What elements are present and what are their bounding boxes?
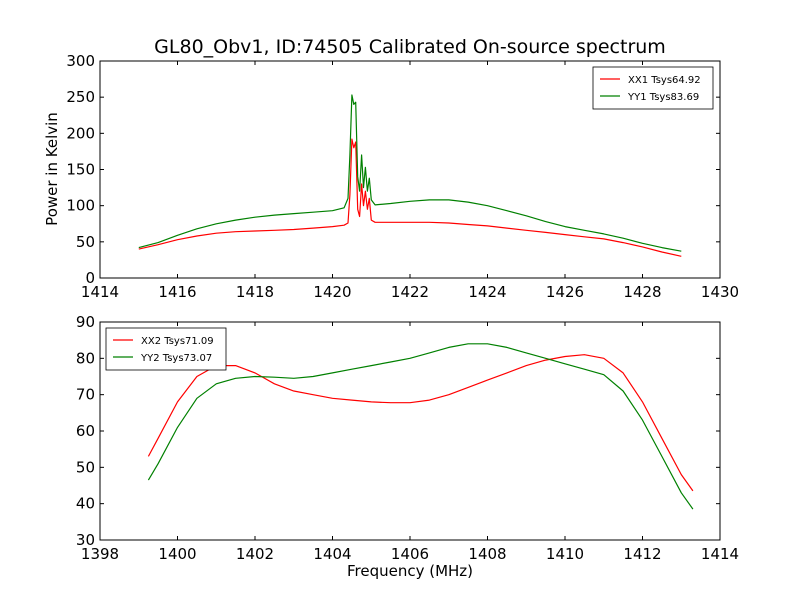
y-tick-label: 0 (85, 269, 95, 287)
y-axis-label: Power in Kelvin (43, 112, 61, 226)
x-axis-label: Frequency (MHz) (347, 562, 473, 580)
y-tick-label: 30 (76, 531, 95, 549)
x-tick-label: 1430 (701, 283, 739, 301)
x-tick-label: 1426 (546, 283, 584, 301)
y-tick-label: 50 (76, 233, 95, 251)
y-tick-label: 60 (76, 422, 95, 440)
x-tick-label: 1406 (391, 545, 429, 563)
x-tick-label: 1428 (623, 283, 661, 301)
y-tick-label: 90 (76, 313, 95, 331)
legend-label: XX1 Tsys64.92 (628, 75, 701, 86)
series-line-2 (138, 94, 682, 252)
x-tick-label: 1402 (236, 545, 274, 563)
x-tick-label: 1416 (158, 283, 196, 301)
y-tick-label: 300 (66, 52, 95, 70)
x-tick-label: 1414 (701, 545, 739, 563)
series-line-2 (147, 343, 694, 510)
legend-box (105, 327, 227, 371)
x-tick-label: 1398 (81, 545, 119, 563)
y-tick-label: 200 (66, 124, 95, 142)
legend-label: YY1 Tsys83.69 (627, 92, 699, 103)
top-panel: 1414 1416 1418 1420 1422 1424 1426 1428 1430 0 50 1… (66, 52, 739, 301)
x-tick-label: 1404 (313, 545, 351, 563)
x-tick-label: 1400 (158, 545, 196, 563)
legend-label: YY2 Tsys73.07 (140, 353, 212, 364)
chart-title: GL80_Obv1, ID:74505 Calibrated On-source… (154, 36, 666, 58)
x-tick-label: 1412 (623, 545, 661, 563)
y-tick-label: 80 (76, 349, 95, 367)
y-tick-label: 150 (66, 161, 95, 179)
x-tick-label: 1414 (81, 283, 119, 301)
y-tick-label: 100 (66, 197, 95, 215)
x-tick-label: 1420 (313, 283, 351, 301)
series-line-1 (147, 354, 694, 492)
x-tick-label: 1424 (468, 283, 506, 301)
x-tick-label: 1418 (236, 283, 274, 301)
y-tick-label: 250 (66, 88, 95, 106)
x-tick-label: 1422 (391, 283, 429, 301)
bottom-panel: 1398 1400 1402 1404 1406 1408 1410 1412 1414 30 40… (76, 313, 739, 563)
y-tick-label: 40 (76, 495, 95, 513)
legend-box (592, 66, 714, 110)
x-tick-label: 1408 (468, 545, 506, 563)
x-tick-label: 1410 (546, 545, 584, 563)
series-line-1 (138, 138, 682, 257)
y-tick-label: 50 (76, 458, 95, 476)
legend-label: XX2 Tsys71.09 (141, 336, 214, 347)
y-tick-label: 70 (76, 386, 95, 404)
